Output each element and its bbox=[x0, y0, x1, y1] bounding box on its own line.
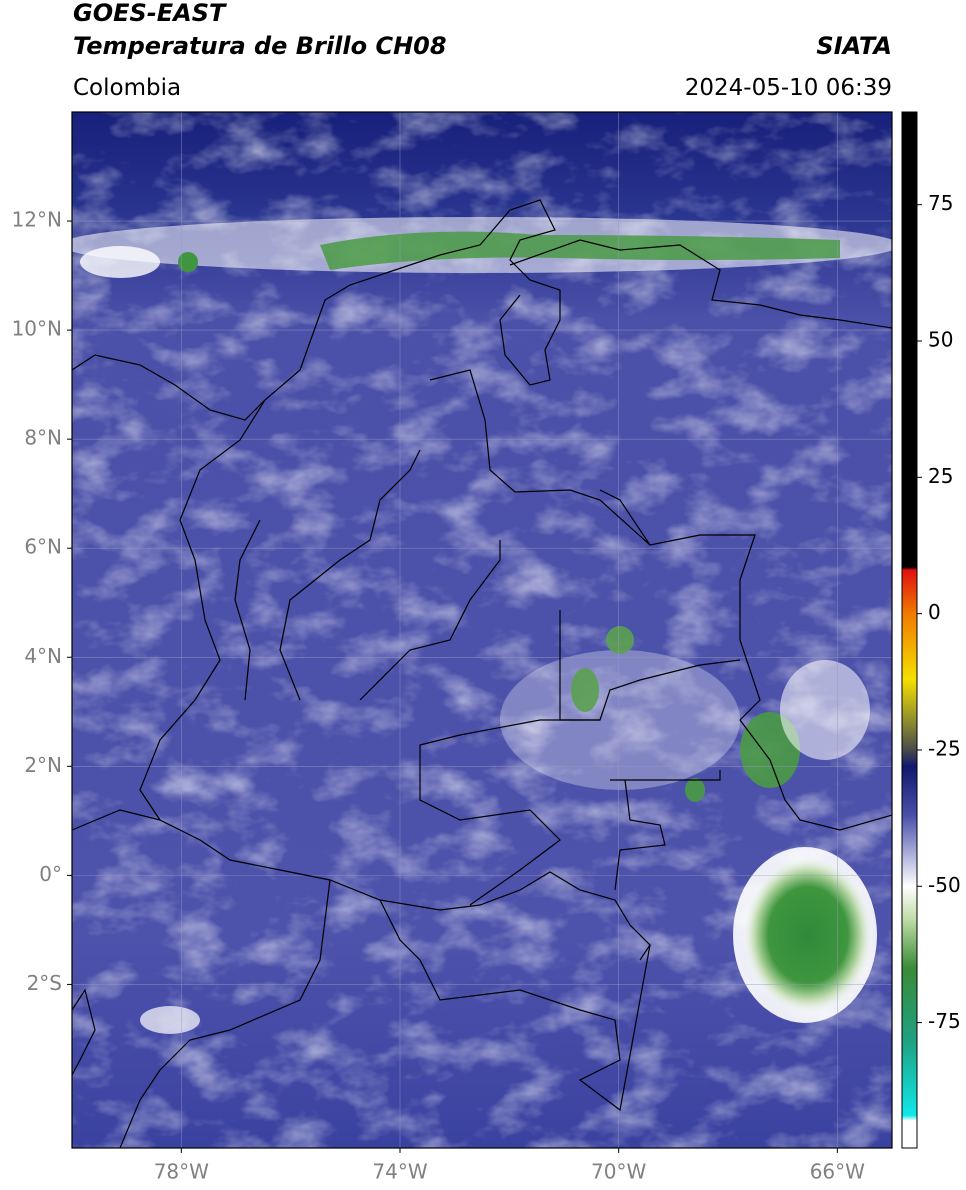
colorbar-tick-label: -25 bbox=[928, 736, 961, 760]
colorbar-tick-label: 75 bbox=[928, 191, 953, 215]
cloud-cold bbox=[606, 626, 634, 654]
cloud-cold bbox=[742, 855, 874, 1015]
peru-border bbox=[379, 899, 651, 1112]
coastline bbox=[72, 199, 561, 421]
cloud bbox=[80, 246, 160, 278]
border bbox=[599, 489, 651, 546]
region-label: Colombia bbox=[73, 75, 181, 101]
department-border bbox=[234, 449, 600, 906]
cloud bbox=[500, 650, 740, 790]
colorbar-tick-label: -50 bbox=[928, 873, 961, 897]
lat-tick-label: 10°N bbox=[12, 317, 62, 341]
colorbar bbox=[901, 111, 918, 1149]
graticule bbox=[72, 112, 892, 1148]
cloud bbox=[780, 660, 870, 760]
lon-tick-label: 78°W bbox=[154, 1160, 209, 1184]
lat-tick-label: 2°N bbox=[24, 753, 62, 777]
map-image bbox=[72, 112, 892, 1148]
lat-tick-label: 0° bbox=[39, 862, 62, 886]
colorbar-tick-label: 0 bbox=[928, 600, 941, 624]
cloud bbox=[140, 1006, 200, 1034]
lat-tick-label: 8°N bbox=[24, 426, 62, 450]
cloud bbox=[178, 252, 198, 272]
labels: 78°W 74°W 70°W 66°W 12°N 10°N 8°N 6°N 4°N 2°N 0° 2°… bbox=[12, 191, 961, 1183]
lon-tick-label: 66°W bbox=[810, 1160, 865, 1184]
colombia-border bbox=[139, 399, 651, 961]
datetime-label: 2024-05-10 06:39 bbox=[685, 75, 892, 101]
source-label: SIATA bbox=[816, 32, 892, 60]
lon-tick-label: 70°W bbox=[591, 1160, 646, 1184]
lat-tick-label: 2°S bbox=[27, 971, 62, 995]
lat-tick-label: 12°N bbox=[12, 208, 62, 232]
colorbar-tick-label: 25 bbox=[928, 464, 953, 488]
lat-tick-label: 6°N bbox=[24, 535, 62, 559]
venezuela-border bbox=[429, 369, 892, 831]
coastline bbox=[509, 239, 892, 329]
cloud-band-cold bbox=[320, 231, 840, 270]
colorbar-tick-label: -75 bbox=[928, 1009, 961, 1033]
satellite-title: GOES-EAST bbox=[73, 0, 227, 27]
product-title: Temperatura de Brillo CH08 bbox=[73, 32, 447, 60]
cloud-cold bbox=[571, 668, 599, 712]
map-frame bbox=[71, 111, 893, 1149]
cloud-cold bbox=[685, 778, 705, 802]
borders bbox=[72, 199, 892, 1148]
coastline bbox=[72, 988, 96, 1076]
lon-tick-label: 74°W bbox=[372, 1160, 427, 1184]
ecuador-border bbox=[72, 809, 331, 1148]
colorbar-tick-label: 50 bbox=[928, 328, 953, 352]
lat-tick-label: 4°N bbox=[24, 644, 62, 668]
